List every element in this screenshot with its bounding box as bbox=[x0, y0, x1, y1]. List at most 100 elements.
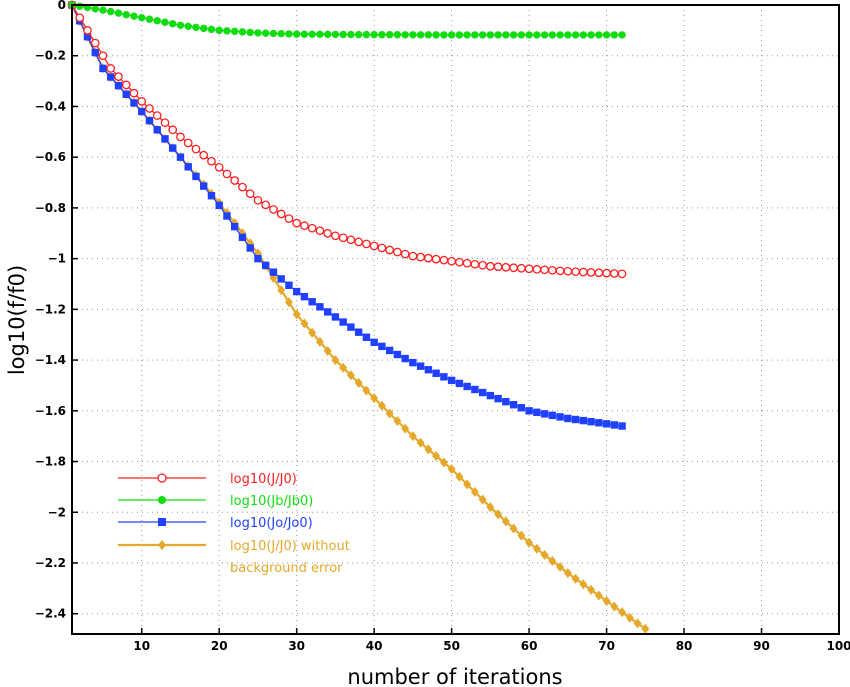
data-point-background-cost bbox=[486, 31, 495, 39]
data-point-total-cost bbox=[300, 221, 309, 231]
data-point-total-cost bbox=[540, 265, 549, 275]
data-point-observation-cost bbox=[564, 414, 572, 423]
data-point-background-cost bbox=[540, 31, 549, 39]
legend-label-cost-without-background: log10(J/J0) without bbox=[230, 539, 350, 554]
data-point-total-cost bbox=[400, 249, 410, 259]
data-point-observation-cost bbox=[571, 415, 580, 424]
x-tick-label: 30 bbox=[288, 639, 305, 653]
data-point-total-cost bbox=[431, 254, 441, 264]
data-point-observation-cost bbox=[548, 411, 557, 420]
data-point-observation-cost bbox=[254, 254, 262, 263]
data-point-total-cost bbox=[176, 132, 185, 142]
data-point-background-cost bbox=[323, 30, 332, 39]
data-point-total-cost bbox=[524, 264, 534, 274]
data-point-observation-cost bbox=[138, 107, 146, 116]
data-point-observation-cost bbox=[595, 419, 603, 427]
data-point-cost-without-background bbox=[447, 464, 456, 475]
data-point-total-cost bbox=[609, 269, 619, 278]
y-axis: 0 −0.2 −0.4 −0.6 −0.8 −1 −1.2 −1.4 −1.6 −1.8 −2 −2.… bbox=[35, 0, 78, 621]
data-point-background-cost bbox=[416, 31, 425, 39]
data-point-observation-cost bbox=[440, 373, 448, 381]
data-point-observation-cost bbox=[285, 281, 293, 289]
data-point-background-cost bbox=[176, 21, 185, 29]
data-point-observation-cost bbox=[323, 308, 332, 316]
data-point-background-cost bbox=[246, 28, 254, 37]
data-point-background-cost bbox=[238, 28, 247, 36]
series-cost-without-background bbox=[68, 0, 650, 634]
data-point-cost-without-background bbox=[323, 345, 332, 356]
data-point-total-cost bbox=[323, 228, 333, 238]
data-point-background-cost bbox=[455, 31, 464, 39]
data-point-total-cost bbox=[377, 243, 387, 253]
data-point-cost-without-background bbox=[424, 444, 433, 455]
data-point-cost-without-background bbox=[346, 370, 355, 381]
data-point-observation-cost bbox=[378, 342, 386, 351]
y-tick-label: −0.4 bbox=[35, 99, 66, 113]
data-point-total-cost bbox=[385, 245, 394, 255]
data-point-total-cost bbox=[532, 264, 542, 274]
data-point-observation-cost bbox=[401, 354, 409, 363]
data-point-total-cost bbox=[424, 253, 433, 263]
data-point-observation-cost bbox=[471, 385, 479, 394]
series-total-cost bbox=[67, 0, 627, 279]
data-point-cost-without-background bbox=[587, 584, 596, 595]
data-point-background-cost bbox=[76, 2, 84, 10]
data-point-background-cost bbox=[362, 30, 371, 39]
data-point-total-cost bbox=[315, 226, 325, 236]
data-point-background-cost bbox=[385, 31, 394, 39]
y-tick-label: −1.2 bbox=[35, 302, 66, 316]
data-point-total-cost bbox=[369, 241, 379, 251]
data-point-observation-cost bbox=[316, 303, 324, 311]
data-point-observation-cost bbox=[107, 73, 115, 81]
data-point-observation-cost bbox=[610, 421, 619, 429]
data-point-observation-cost bbox=[130, 99, 138, 107]
data-point-total-cost bbox=[114, 72, 123, 82]
data-point-background-cost bbox=[571, 31, 580, 39]
data-point-total-cost bbox=[354, 237, 364, 247]
data-point-cost-without-background bbox=[455, 471, 464, 482]
x-axis: 10 20 30 40 50 60 70 80 90 100 bbox=[133, 628, 850, 653]
data-point-cost-without-background bbox=[354, 377, 363, 388]
data-point-total-cost bbox=[261, 200, 271, 210]
data-point-background-cost bbox=[138, 13, 146, 22]
data-point-cost-without-background bbox=[517, 530, 526, 541]
data-point-observation-cost bbox=[587, 417, 595, 426]
data-point-background-cost bbox=[401, 31, 409, 39]
data-point-background-cost bbox=[424, 31, 433, 39]
data-point-observation-cost bbox=[83, 33, 92, 41]
data-point-background-cost bbox=[269, 29, 278, 38]
data-point-cost-without-background bbox=[602, 596, 611, 607]
data-point-cost-without-background bbox=[563, 568, 572, 579]
data-point-background-cost bbox=[184, 22, 192, 31]
data-point-background-cost bbox=[409, 31, 417, 39]
data-point-observation-cost bbox=[362, 333, 371, 341]
data-point-background-cost bbox=[370, 30, 378, 39]
data-point-observation-cost bbox=[517, 404, 526, 412]
data-point-background-cost bbox=[440, 31, 448, 39]
data-point-background-cost bbox=[579, 31, 588, 39]
data-point-cost-without-background bbox=[463, 479, 472, 490]
data-point-cost-without-background bbox=[494, 509, 503, 520]
x-tick-label: 60 bbox=[521, 639, 538, 653]
data-point-total-cost bbox=[509, 263, 518, 273]
data-point-cost-without-background bbox=[556, 562, 565, 573]
x-tick-label: 80 bbox=[676, 639, 693, 653]
data-point-observation-cost bbox=[215, 201, 223, 210]
data-point-background-cost bbox=[122, 10, 130, 19]
data-point-observation-cost bbox=[409, 358, 417, 367]
data-point-total-cost bbox=[362, 239, 371, 249]
x-tick-label: 10 bbox=[133, 639, 150, 653]
data-point-total-cost bbox=[393, 247, 402, 257]
data-point-total-cost bbox=[160, 118, 170, 128]
data-point-cost-without-background bbox=[385, 408, 394, 419]
data-point-total-cost bbox=[253, 195, 263, 205]
data-point-observation-cost bbox=[300, 292, 309, 301]
data-point-total-cost bbox=[307, 223, 317, 233]
data-point-observation-cost bbox=[184, 163, 192, 171]
data-point-background-cost bbox=[533, 31, 541, 39]
data-point-cost-without-background bbox=[401, 423, 410, 434]
data-point-total-cost bbox=[207, 156, 216, 166]
series-layer bbox=[67, 0, 650, 634]
y-tick-label: −0.2 bbox=[35, 49, 66, 63]
y-tick-label: −2.2 bbox=[35, 556, 66, 570]
